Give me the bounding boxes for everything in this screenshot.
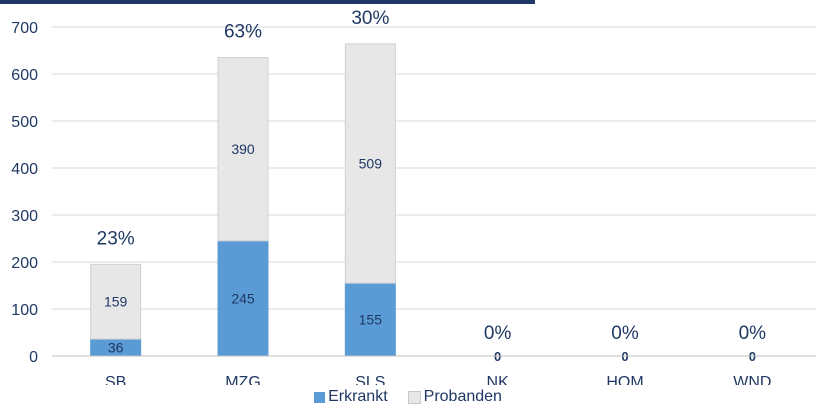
- legend-label: Probanden: [423, 388, 502, 405]
- data-label: 155: [359, 312, 383, 328]
- percent-label: 30%: [351, 8, 389, 29]
- bar-segment-probanden: [90, 263, 142, 340]
- x-tick-label: MZG: [225, 374, 261, 385]
- percent-label: 0%: [739, 323, 767, 344]
- legend-swatch: [314, 391, 326, 403]
- percent-label: 0%: [611, 323, 639, 344]
- y-tick-label: 500: [11, 114, 38, 131]
- header-rule: [0, 0, 535, 4]
- legend-item: Erkrankt: [314, 388, 388, 406]
- x-tick-label: SB: [105, 374, 126, 385]
- data-label: 36: [108, 340, 124, 356]
- y-tick-label: 100: [11, 302, 38, 319]
- x-tick-label: SLS: [355, 374, 385, 385]
- x-tick-label: HOM: [606, 374, 643, 385]
- y-tick-label: 0: [29, 349, 38, 366]
- y-tick-label: 400: [11, 161, 38, 178]
- x-tick-label: WND: [733, 374, 771, 385]
- y-tick-label: 300: [11, 208, 38, 225]
- y-tick-label: 200: [11, 255, 38, 272]
- legend-label: Erkrankt: [328, 388, 388, 405]
- y-tick-label: 700: [11, 20, 38, 37]
- y-tick-label: 600: [11, 67, 38, 84]
- percent-label: 63%: [224, 22, 262, 43]
- bar-segment-probanden: [217, 57, 269, 242]
- legend-swatch: [407, 390, 421, 404]
- legend: Erkrankt Probanden: [0, 388, 816, 406]
- data-label: 390: [231, 141, 255, 157]
- legend-item: Probanden: [407, 388, 502, 406]
- bar-segment-erkrankt: [344, 282, 396, 357]
- data-label: 159: [104, 294, 128, 310]
- stacked-bar-chart: 0 100 200 300 400 500 600 700 36 159 23% SB 245 390 63…: [11, 8, 816, 385]
- data-label: 245: [231, 290, 255, 306]
- bar-segment-probanden: [344, 43, 396, 284]
- percent-label: 0%: [484, 323, 512, 344]
- data-label: 509: [359, 156, 383, 172]
- x-tick-label: NK: [487, 374, 510, 385]
- bar-segment-erkrankt: [217, 240, 269, 357]
- percent-label: 23%: [97, 228, 135, 249]
